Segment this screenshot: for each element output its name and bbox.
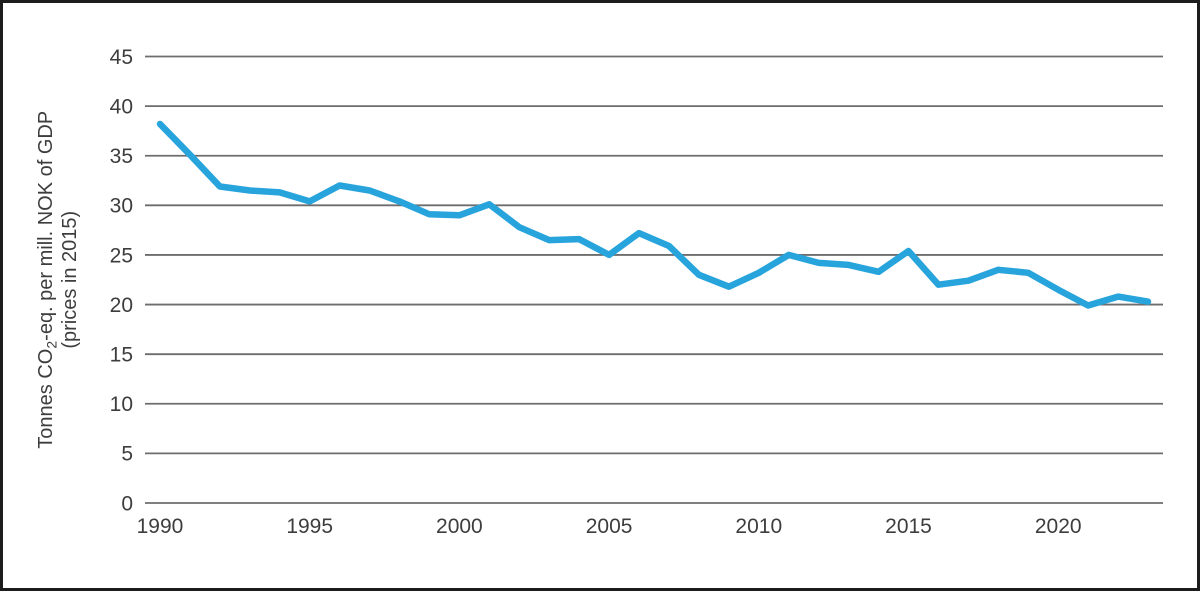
data-line bbox=[156, 120, 1152, 309]
y-tick-label: 15 bbox=[110, 344, 133, 367]
y-axis-title-line2: (prices in 2015) bbox=[59, 211, 81, 349]
x-tick-label: 1990 bbox=[137, 515, 184, 538]
x-tick-label: 2000 bbox=[436, 515, 483, 538]
y-axis-title-line1: Tonnes CO2-eq. per mill. NOK of GDP bbox=[35, 111, 60, 449]
y-tick-label: 45 bbox=[110, 46, 133, 69]
y-tick-label: 30 bbox=[110, 195, 133, 218]
x-tick-label: 2005 bbox=[586, 515, 633, 538]
x-tick-label: 2020 bbox=[1035, 515, 1082, 538]
x-tick-label: 2010 bbox=[735, 515, 782, 538]
y-tick-label: 40 bbox=[110, 95, 133, 118]
y-tick-label: 25 bbox=[110, 244, 133, 267]
x-tick-label: 2015 bbox=[885, 515, 932, 538]
y-tick-label: 5 bbox=[121, 443, 133, 466]
x-tick-label: 1995 bbox=[286, 515, 333, 538]
y-tick-label: 35 bbox=[110, 145, 133, 168]
emissions-intensity-chart: 0 5 10 15 20 25 30 35 40 45 1990 1995 2000 2005 2010 20… bbox=[35, 46, 1163, 538]
y-tick-label: 10 bbox=[110, 393, 133, 416]
y-tick-label: 20 bbox=[110, 294, 133, 317]
y-tick-label: 0 bbox=[121, 492, 133, 515]
